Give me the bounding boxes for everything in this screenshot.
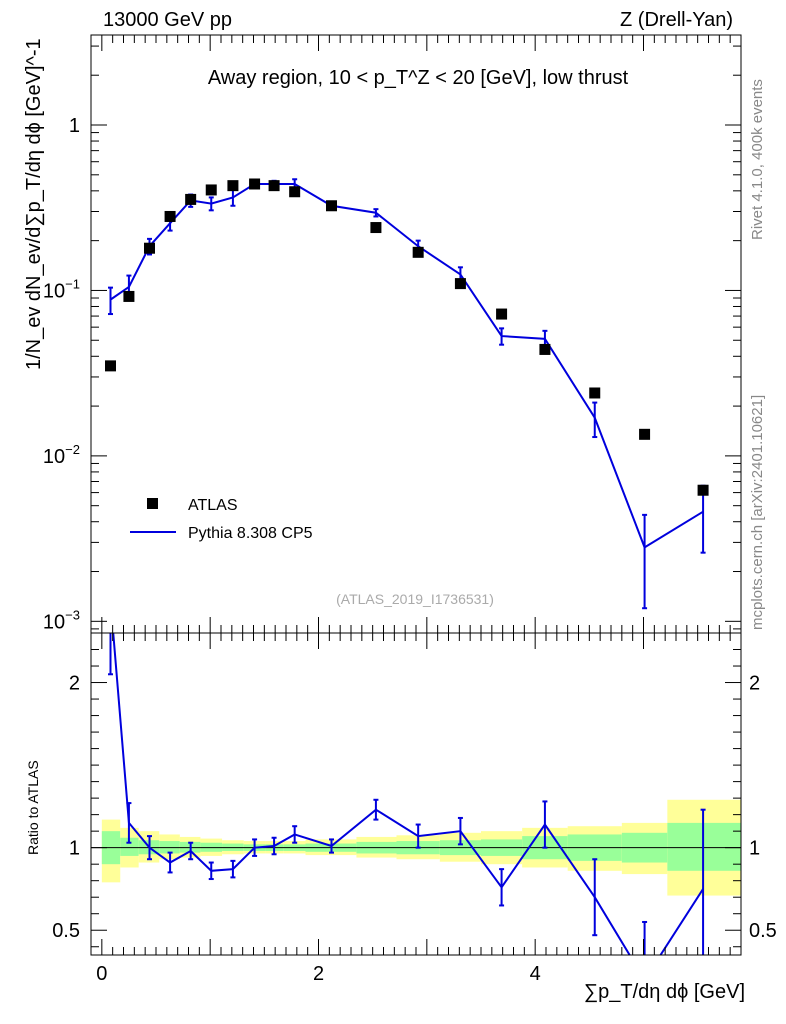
y-tick-label: 1 (69, 115, 80, 137)
legend-pythia-label: Pythia 8.308 CP5 (188, 525, 313, 542)
atlas-point (289, 186, 301, 198)
ratio-data (108, 633, 706, 955)
x-axis-label: ∑p_T/dη dϕ [GeV] (584, 981, 745, 1003)
main-data (105, 178, 709, 610)
y-tick-label: 10−3 (43, 607, 80, 633)
ratio-y-tick-label-right: 2 (749, 673, 760, 695)
atlas-point (105, 360, 116, 372)
atlas-point (639, 428, 651, 440)
ratio-frame (90, 632, 742, 956)
atlas-point (697, 484, 709, 496)
atlas-point (268, 180, 280, 192)
mcplots-reference-note: mcplots.cern.ch [arXiv:2401.10621] (749, 395, 766, 630)
ratio-y-tick-label-left: 2 (69, 673, 80, 695)
atlas-point (123, 290, 135, 302)
main-title: Away region, 10 < p_T^Z < 20 [GeV], low … (208, 67, 629, 89)
atlas-point (205, 184, 217, 196)
atlas-point (164, 210, 176, 222)
main-y-tick-labels: 10−3 10−2 10−1 1 (43, 115, 80, 633)
atlas-point (144, 242, 155, 254)
rivet-version-note: Rivet 4.1.0, 400k events (749, 79, 766, 240)
main-ticks (90, 35, 742, 633)
x-tick-labels: 0 2 4 (96, 963, 540, 985)
atlas-point (185, 193, 197, 205)
ratio-panel: 0.5 0.5 1 1 2 2 0 2 4 Ratio to ATLAS ∑p_T/dη dϕ… (25, 632, 777, 1003)
ratio-ticks (90, 632, 742, 955)
y-tick-label: 10−1 (43, 276, 80, 302)
main-y-axis-label: 1/N_ev dN_ev/d∑p_T/dη dϕ [GeV]^-1 (23, 38, 45, 370)
ratio-y-tick-labels: 0.5 0.5 1 1 2 2 (52, 673, 777, 943)
header-left: 13000 GeV pp (103, 9, 232, 31)
legend: ATLAS Pythia 8.308 CP5 (130, 497, 313, 542)
x-tick-label: 0 (96, 963, 107, 985)
legend-atlas-label: ATLAS (188, 497, 238, 514)
ratio-y-axis-label: Ratio to ATLAS (25, 760, 41, 855)
atlas-point (496, 308, 508, 320)
x-tick-label: 4 (530, 963, 541, 985)
analysis-watermark: (ATLAS_2019_I1736531) (336, 591, 494, 607)
atlas-point (589, 387, 601, 399)
atlas-point (249, 178, 261, 190)
ratio-y-tick-label-left: 1 (69, 838, 80, 860)
y-tick-label: 10−2 (43, 442, 80, 468)
main-panel: 10−3 10−2 10−1 1 Away region, 10 < p_T^Z < … (23, 34, 742, 634)
atlas-point (227, 180, 239, 192)
header-right: Z (Drell-Yan) (620, 9, 733, 31)
ratio-y-tick-label-left: 0.5 (52, 920, 80, 942)
pythia-line (109, 182, 704, 549)
ratio-y-tick-label-right: 0.5 (749, 920, 777, 942)
pythia-ratio-line (112, 633, 704, 955)
stat-band (120, 837, 139, 856)
atlas-point (370, 222, 382, 234)
atlas-point (539, 343, 551, 355)
ratio-y-tick-label-right: 1 (749, 838, 760, 860)
x-tick-label: 2 (313, 963, 324, 985)
atlas-point (412, 246, 424, 258)
stat-band (667, 822, 741, 871)
legend-atlas-marker (147, 498, 158, 509)
atlas-point (326, 200, 337, 212)
atlas-point (454, 278, 466, 290)
